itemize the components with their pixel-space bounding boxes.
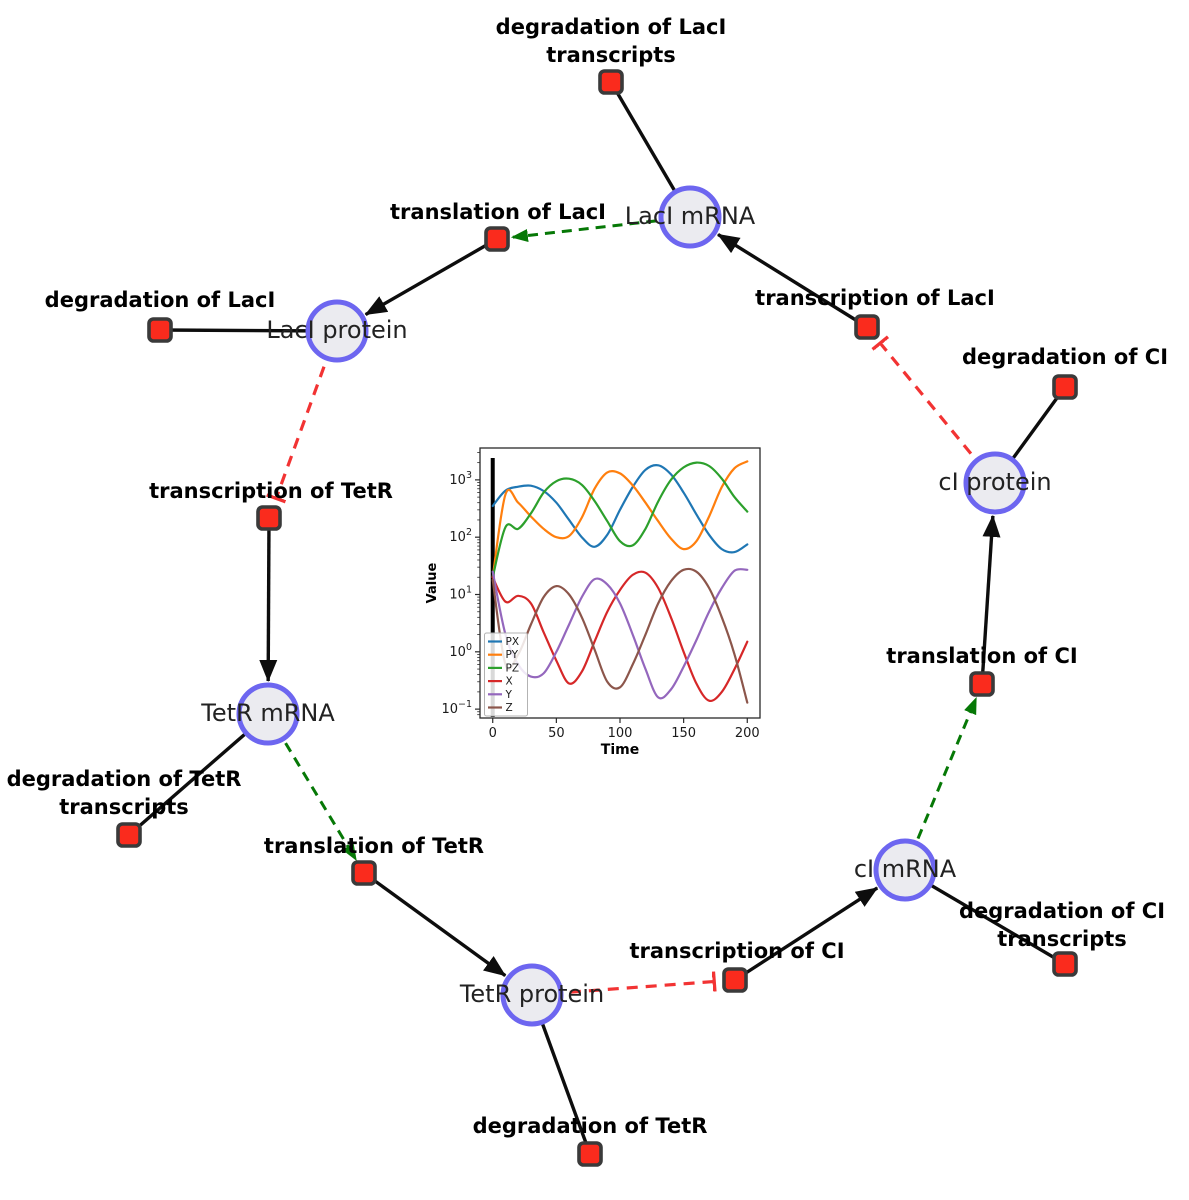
reaction-label-transl_tetr: translation of TetR bbox=[264, 834, 484, 858]
species-node-ci_mrna bbox=[873, 838, 937, 902]
series-line-X bbox=[491, 570, 749, 703]
xtick-label-50: 50 bbox=[548, 726, 565, 741]
edge-transl_laci-to-laci_protein bbox=[364, 237, 498, 317]
species-node-laci_mrna bbox=[658, 185, 722, 249]
reaction-node-transl_tetr bbox=[351, 860, 377, 886]
edge-laci_mrna-to-transl_laci bbox=[510, 215, 691, 242]
species-node-tetr_mrna bbox=[236, 682, 300, 746]
reaction-label-deg_ci_tx-line1: degradation of CI bbox=[959, 899, 1165, 923]
edge-transl_ci-to-ci_protein bbox=[980, 514, 1001, 685]
series-line-Z bbox=[491, 567, 749, 704]
legend-label-PY: PY bbox=[506, 649, 519, 661]
ytick-label-1e1: 101 bbox=[449, 585, 472, 603]
reaction-label-deg_ci_tx-line2: transcripts bbox=[997, 927, 1127, 951]
edge-transl_tetr-to-tetr_protein bbox=[363, 871, 507, 977]
legend-label-PZ: PZ bbox=[506, 662, 520, 674]
xtick-label-100: 100 bbox=[608, 726, 633, 741]
species-label-ci_mrna: cI mRNA bbox=[854, 855, 957, 883]
species-label-ci_protein: cI protein bbox=[938, 468, 1051, 496]
species-node-tetr_protein bbox=[500, 963, 564, 1027]
labels-layer: degradation of LacI transcripts translatio… bbox=[7, 15, 1168, 1138]
edge-ci_mrna-to-transl_ci bbox=[903, 696, 978, 871]
ytick-label-1e2: 102 bbox=[449, 527, 472, 545]
reaction-node-transc_ci bbox=[722, 967, 748, 993]
reaction-label-deg_laci_tx-line2: transcripts bbox=[546, 43, 676, 67]
reaction-node-transc_laci bbox=[854, 314, 880, 340]
chart-xlabel: Time bbox=[601, 742, 639, 758]
reaction-node-deg_laci bbox=[147, 317, 173, 343]
reaction-label-deg_laci_tx-line1: degradation of LacI bbox=[496, 15, 727, 39]
species-node-ci_protein bbox=[963, 451, 1027, 515]
series-line-PZ bbox=[491, 461, 749, 579]
reaction-node-deg_tetr bbox=[577, 1141, 603, 1167]
reaction-label-deg_tetr_tx-line1: degradation of TetR bbox=[7, 767, 242, 791]
reaction-label-deg_tetr: degradation of TetR bbox=[473, 1114, 708, 1138]
species-node-laci_protein bbox=[305, 299, 369, 363]
ytick-label-1e-1: 10−1 bbox=[441, 699, 472, 717]
ytick-label-1e0: 100 bbox=[449, 642, 472, 660]
edge-transc_laci-to-laci_mrna bbox=[717, 232, 868, 329]
series-line-Y bbox=[491, 568, 749, 700]
reaction-label-transc_ci: transcription of CI bbox=[629, 939, 844, 963]
reaction-node-transc_tetr bbox=[256, 505, 282, 531]
edge-transc_ci-to-ci_mrna bbox=[734, 886, 879, 982]
legend-label-Z: Z bbox=[506, 702, 513, 714]
nodes-layer bbox=[116, 69, 1078, 1167]
reaction-label-deg_tetr_tx-line2: transcripts bbox=[59, 795, 189, 819]
reaction-label-transl_ci: translation of CI bbox=[886, 644, 1077, 668]
xtick-label-200: 200 bbox=[735, 726, 760, 741]
reaction-label-deg_ci: degradation of CI bbox=[962, 345, 1168, 369]
edge-transc_tetr-to-tetr_mrna bbox=[259, 517, 278, 683]
species-label-laci_mrna: LacI mRNA bbox=[625, 202, 756, 230]
reaction-node-deg_laci_tx bbox=[598, 69, 624, 95]
series-line-PY bbox=[491, 460, 749, 579]
legend-label-PX: PX bbox=[506, 636, 520, 648]
reaction-label-transl_laci: translation of LacI bbox=[390, 200, 606, 224]
reaction-label-transc_laci: transcription of LacI bbox=[755, 286, 995, 310]
reaction-node-deg_ci bbox=[1052, 374, 1078, 400]
species-label-tetr_mrna: TetR mRNA bbox=[200, 699, 335, 727]
legend-label-X: X bbox=[506, 676, 513, 688]
reaction-label-deg_laci: degradation of LacI bbox=[45, 288, 276, 312]
legend-label-Y: Y bbox=[505, 689, 513, 701]
reaction-node-deg_tetr_tx bbox=[116, 822, 142, 848]
reaction-node-transl_laci bbox=[484, 226, 510, 252]
edge-tetr_mrna-to-transl_tetr bbox=[266, 713, 358, 862]
xtick-label-150: 150 bbox=[671, 726, 696, 741]
species-label-laci_protein: LacI protein bbox=[266, 316, 407, 344]
chart-ylabel: Value bbox=[425, 562, 440, 603]
reaction-label-transc_tetr: transcription of TetR bbox=[149, 479, 393, 503]
xtick-label-0: 0 bbox=[489, 726, 497, 741]
ytick-label-1e3: 103 bbox=[449, 470, 472, 488]
reaction-node-transl_ci bbox=[969, 671, 995, 697]
chart-series-layer bbox=[491, 460, 749, 704]
species-label-tetr_protein: TetR protein bbox=[459, 980, 604, 1008]
reaction-node-deg_ci_tx bbox=[1052, 951, 1078, 977]
edge-tetr_protein-to-transc_ci bbox=[531, 982, 714, 997]
series-line-PX bbox=[491, 464, 749, 554]
